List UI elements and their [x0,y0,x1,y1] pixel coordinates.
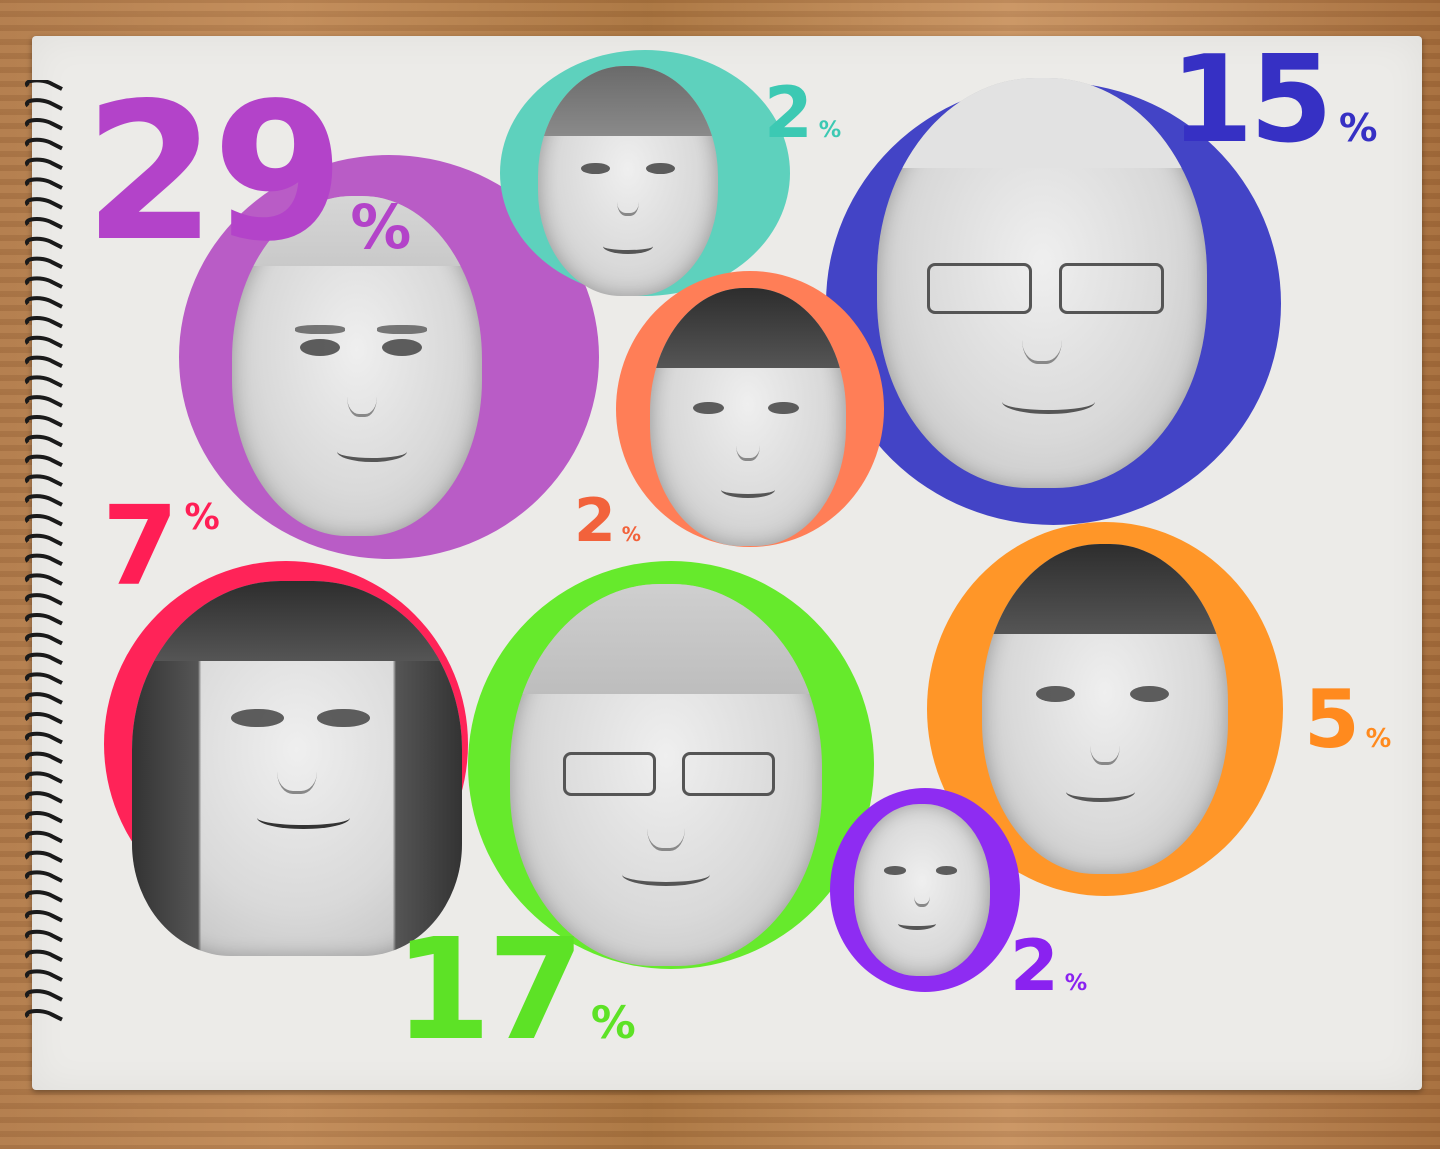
harris-face-drawing [132,581,462,956]
spiral-ring [24,870,63,883]
spiral-ring [24,1009,63,1022]
spiral-ring [24,494,63,507]
spiral-ring [24,751,63,764]
buttigieg-face-drawing [982,544,1228,874]
spiral-ring [24,474,63,487]
spiral-ring [24,375,63,388]
biden-face-drawing [232,196,482,536]
spiral-ring [24,672,63,685]
spiral-ring [24,791,63,804]
spiral-ring [24,652,63,665]
warren-face-drawing [510,584,822,966]
spiral-ring [24,454,63,467]
spiral-ring [24,929,63,943]
spiral-ring [24,910,63,923]
spiral-ring [24,217,63,230]
spiral-ring [24,731,63,745]
warren-percent-label: 17% [394,909,636,1072]
spiral-ring [24,890,63,903]
spiral-ring [24,256,63,269]
buttigieg-percent-label: 5% [1304,673,1392,766]
yang-face-drawing [650,288,846,546]
spiral-ring [24,969,63,982]
spiral-ring [24,395,63,408]
spiral-ring [24,355,63,368]
spiral-ring [24,613,63,626]
spiral-ring [24,573,63,586]
booker-percent-label: 2% [1010,925,1088,1007]
orourke-face-drawing [538,66,718,296]
spiral-ring [24,632,63,646]
spiral-ring [24,692,63,705]
yang-percent-label: 2% [574,486,641,556]
spiral-ring [24,197,63,210]
spiral-ring [24,157,63,170]
spiral-ring [24,771,63,784]
spiral-ring [24,712,63,725]
sketchbook-spiral-binding [24,80,63,1022]
spiral-ring [24,830,63,844]
spiral-ring [24,316,63,329]
spiral-ring [24,415,63,428]
spiral-ring [24,514,63,527]
spiral-ring [24,137,63,151]
spiral-ring [24,276,63,289]
spiral-ring [24,98,63,111]
spiral-ring [24,80,63,91]
spiral-ring [24,811,63,824]
biden-percent-label: 29% [84,62,412,283]
harris-percent-label: 7% [102,482,220,610]
spiral-ring [24,989,63,1002]
spiral-ring [24,850,63,863]
spiral-ring [24,296,63,309]
spiral-ring [24,593,63,606]
spiral-ring [24,335,63,349]
booker-face-drawing [854,804,990,976]
spiral-ring [24,177,63,190]
orourke-percent-label: 2% [764,72,842,154]
spiral-ring [24,533,63,547]
sketchbook-page: 29% 2% 15% 2% 7% 17% 5% 2% [32,36,1422,1090]
spiral-ring [24,236,63,250]
spiral-ring [24,118,63,131]
spiral-ring [24,949,63,962]
spiral-ring [24,553,63,566]
sanders-percent-label: 15% [1170,31,1378,170]
spiral-ring [24,434,63,448]
sanders-face-drawing [877,78,1207,488]
